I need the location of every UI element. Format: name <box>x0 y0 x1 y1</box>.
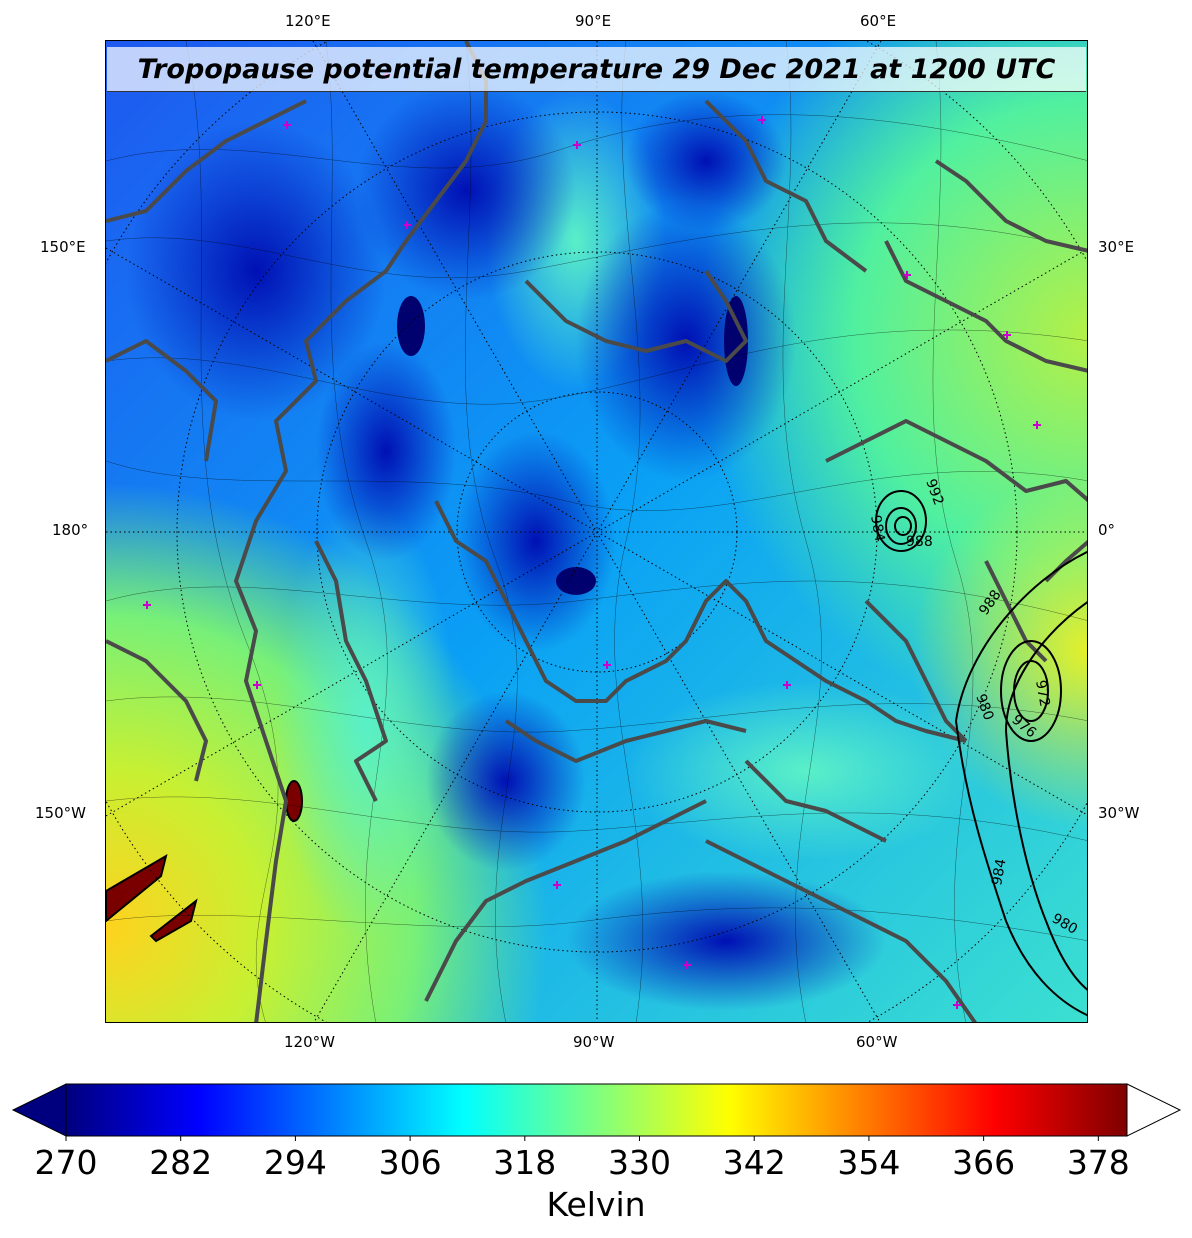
right-lon-label: 0° <box>1098 521 1116 539</box>
colorbar-high-extend <box>1126 1083 1182 1137</box>
bottom-lon-label: 60°W <box>856 1033 898 1051</box>
right-lon-label: 30°E <box>1098 238 1135 256</box>
colorbar <box>11 1083 1182 1141</box>
coastlines <box>106 41 1087 1022</box>
colorbar-gradient <box>65 1083 1128 1137</box>
colorbar-unit-label: Kelvin <box>546 1185 646 1224</box>
contour-label: 972 <box>1032 679 1052 708</box>
contour-label: 984 <box>989 858 1009 887</box>
colorbar-tick-label: 318 <box>493 1143 557 1182</box>
isentrope-lines <box>106 41 1087 1022</box>
right-lon-label: 30°W <box>1098 804 1140 822</box>
contour-label: 984 <box>867 514 887 543</box>
pressure-contours <box>875 490 1087 1017</box>
left-lon-label: 180° <box>52 521 89 539</box>
colorbar-tick-label: 342 <box>722 1143 786 1182</box>
bottom-lon-label: 90°W <box>573 1033 615 1051</box>
title-box: Tropopause potential temperature 29 Dec … <box>107 47 1086 92</box>
contour-label: 988 <box>906 534 933 550</box>
station-markers <box>143 71 1041 1009</box>
colorbar-tick-marks <box>65 1136 1099 1141</box>
top-lon-label: 90°E <box>575 12 612 30</box>
map-canvas: 992 984 988 988 980 976 972 984 980 <box>106 41 1087 1022</box>
colorbar-tick-label: 270 <box>34 1143 98 1182</box>
left-lon-label: 150°E <box>40 238 86 256</box>
colorbar-tick-label: 306 <box>378 1143 442 1182</box>
top-lon-label: 60°E <box>860 12 897 30</box>
bottom-lon-label: 120°W <box>284 1033 335 1051</box>
colorbar-tick-label: 378 <box>1066 1143 1130 1182</box>
colorbar-tick-label: 354 <box>837 1143 901 1182</box>
colorbar-tick-label: 366 <box>952 1143 1016 1182</box>
colorbar-low-extend <box>11 1083 67 1137</box>
colorbar-tick-label: 330 <box>608 1143 671 1182</box>
top-lon-label: 120°E <box>285 12 331 30</box>
colorbar-tick-label: 282 <box>149 1143 213 1182</box>
left-lon-label: 150°W <box>35 804 86 822</box>
map-panel: 992 984 988 988 980 976 972 984 980 <box>105 40 1088 1023</box>
map-title: Tropopause potential temperature 29 Dec … <box>137 53 1056 85</box>
colorbar-tick-label: 294 <box>263 1143 327 1182</box>
